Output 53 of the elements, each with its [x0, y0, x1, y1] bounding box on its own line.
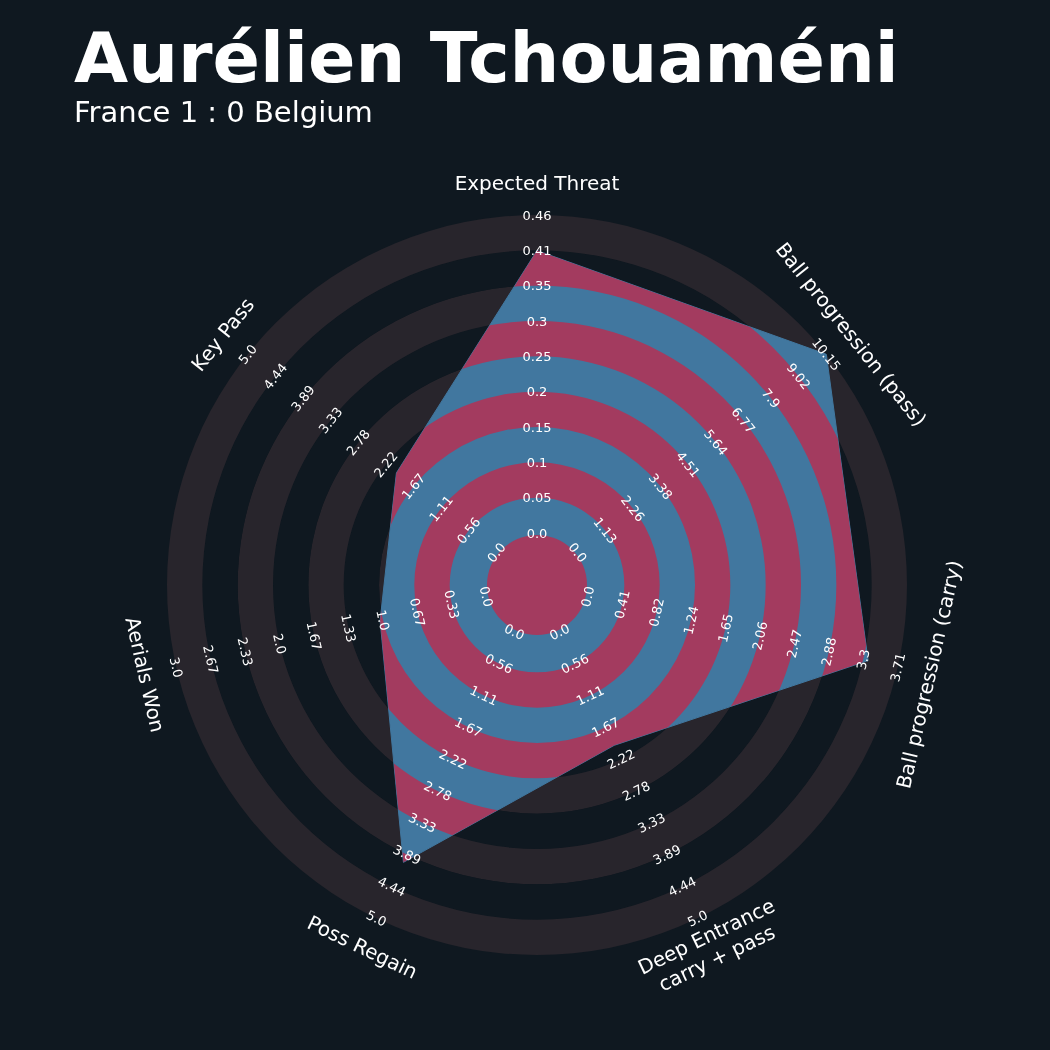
text: 1.0	[373, 608, 393, 632]
text: 0.15	[522, 419, 552, 435]
text: 3.71	[887, 651, 909, 684]
text: 3.33	[406, 809, 439, 836]
text: 0.05	[522, 490, 552, 506]
text: 0.0	[501, 620, 528, 644]
text: 2.67	[200, 643, 222, 676]
text: 4.44	[375, 873, 409, 900]
text: 3.89	[390, 841, 424, 868]
text: 2.22	[604, 746, 638, 773]
text: 1.11	[467, 682, 501, 709]
text: 2.78	[619, 777, 653, 805]
text: 2.33	[234, 635, 256, 668]
text: 0.82	[646, 596, 668, 629]
text: 0.41	[522, 242, 552, 258]
text: 2.22	[436, 746, 470, 773]
text: 0.0	[565, 539, 590, 566]
text: 0.35	[522, 278, 552, 294]
text: 0.1	[526, 454, 548, 470]
text: 2.0	[270, 631, 290, 656]
text: 0.46	[522, 207, 552, 223]
text: 0.0	[526, 525, 548, 541]
text: 0.0	[476, 584, 496, 609]
text: 0.56	[482, 650, 516, 677]
text: 1.67	[452, 714, 485, 741]
text: 5.0	[363, 907, 390, 930]
text: 1.24	[680, 604, 702, 636]
text: 1.33	[337, 612, 360, 644]
text: 2.78	[421, 777, 455, 805]
text: 0.33	[441, 588, 463, 621]
text: 7.9	[758, 385, 784, 412]
spoke-label: Expected Threat	[454, 171, 620, 195]
text: 1.11	[573, 682, 607, 709]
text: 1.67	[303, 620, 325, 652]
text: 0.25	[522, 348, 552, 364]
text: 2.06	[749, 620, 771, 652]
text: 1.65	[714, 612, 737, 644]
text: 2.88	[818, 635, 840, 668]
text: 0.56	[558, 650, 592, 677]
text: 2.47	[783, 627, 805, 660]
text: 0.0	[578, 584, 598, 609]
text: 3.33	[635, 809, 668, 836]
text: 4.44	[665, 873, 699, 900]
text: 0.0	[484, 539, 509, 566]
text: 0.2	[526, 384, 548, 400]
text: 0.41	[611, 588, 633, 621]
text: 0.0	[546, 620, 573, 644]
text: 3.89	[650, 841, 684, 868]
text: 5.0	[235, 341, 261, 368]
text: 0.3	[526, 313, 548, 329]
text: 3.3	[853, 647, 873, 672]
text: 0.67	[406, 596, 428, 629]
text: 1.67	[589, 714, 622, 741]
